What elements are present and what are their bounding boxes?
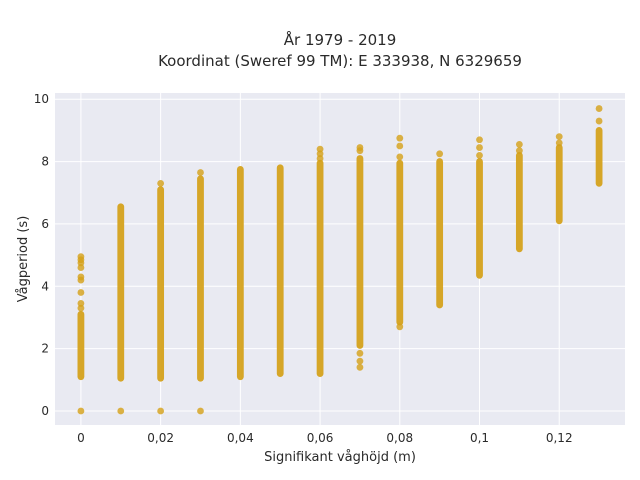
data-point: [555, 139, 563, 147]
data-point: [396, 323, 404, 331]
chart-subtitle: Koordinat (Sweref 99 TM): E 333938, N 63…: [158, 52, 522, 70]
point-cluster: [436, 158, 444, 309]
data-point: [77, 304, 85, 312]
point-cluster: [117, 203, 125, 382]
data-point: [77, 264, 85, 271]
data-point: [157, 180, 165, 187]
y-axis-label: Vågperiod (s): [16, 216, 31, 303]
point-cluster: [316, 159, 324, 377]
data-point: [476, 136, 483, 144]
point-cluster: [77, 310, 85, 381]
x-tick-label: 0,12: [546, 431, 573, 445]
x-tick-label: 0,02: [147, 431, 174, 445]
y-tick-label: 2: [41, 342, 49, 356]
data-point: [316, 145, 324, 153]
data-point: [436, 150, 444, 158]
data-point: [77, 289, 85, 296]
x-tick-label: 0,1: [470, 431, 489, 445]
data-point: [595, 117, 603, 125]
data-point: [356, 349, 364, 357]
data-point: [117, 407, 125, 415]
x-tick-label: 0,04: [227, 431, 254, 445]
y-tick-label: 4: [41, 279, 49, 293]
y-tick-label: 0: [41, 404, 49, 418]
data-point: [316, 155, 324, 162]
point-cluster: [476, 158, 483, 279]
y-tick-label: 8: [41, 155, 49, 169]
data-point: [396, 142, 404, 150]
point-cluster: [555, 144, 563, 225]
x-axis-label: Signifikant våghöjd (m): [264, 450, 416, 465]
data-point: [356, 363, 364, 371]
data-point: [515, 147, 523, 155]
data-point: [515, 141, 523, 148]
data-point: [77, 273, 85, 281]
x-tick-label: 0,06: [307, 431, 334, 445]
data-point: [197, 407, 204, 415]
data-point: [476, 151, 483, 159]
data-point: [595, 105, 603, 112]
data-point: [157, 407, 165, 415]
point-cluster: [356, 155, 364, 349]
point-cluster: [515, 151, 523, 253]
data-point: [77, 253, 85, 261]
data-point: [77, 300, 85, 307]
y-tick-label: 6: [41, 217, 49, 231]
point-cluster: [236, 165, 244, 381]
data-point: [476, 144, 483, 151]
data-point: [356, 144, 364, 151]
data-point: [197, 169, 204, 176]
point-cluster: [276, 164, 284, 377]
data-point: [555, 133, 563, 141]
data-point: [356, 357, 364, 365]
chart-title: År 1979 - 2019: [284, 30, 397, 49]
data-point: [316, 150, 324, 158]
y-tick-label: 10: [34, 92, 49, 106]
plot-area: [55, 93, 625, 425]
point-cluster: [197, 175, 204, 382]
point-cluster: [157, 186, 165, 382]
x-tick-label: 0: [77, 431, 85, 445]
x-tick-label: 0,08: [386, 431, 413, 445]
data-point: [396, 153, 404, 161]
point-cluster: [396, 159, 404, 326]
data-point: [396, 134, 404, 142]
point-cluster: [595, 127, 603, 187]
data-point: [77, 407, 85, 415]
